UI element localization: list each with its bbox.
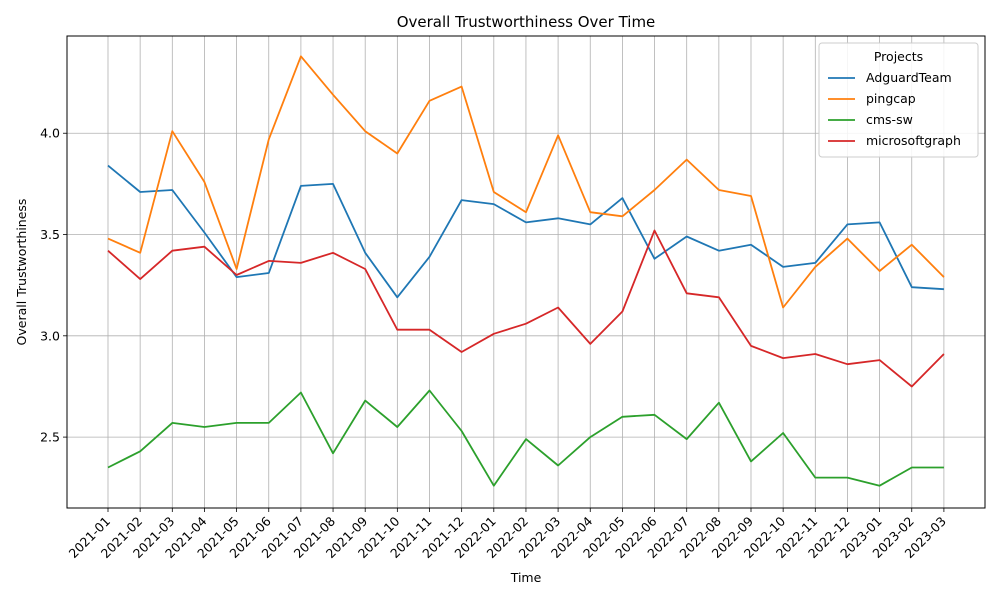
legend-label-pingcap: pingcap <box>866 91 916 106</box>
legend: Projects AdguardTeam pingcap cms-sw microsof… <box>818 42 979 158</box>
y-axis-label: Overall Trustworthiness <box>14 199 29 346</box>
legend-label-microsoftgraph: microsoftgraph <box>866 133 961 148</box>
legend-title: Projects <box>874 49 923 64</box>
y-tick-label: 3.0 <box>40 328 60 343</box>
series-line-cms-sw <box>107 389 944 487</box>
grid <box>67 36 985 508</box>
y-tick-label: 4.0 <box>40 126 60 141</box>
series-line-pingcap <box>107 55 945 309</box>
legend-label-AdguardTeam: AdguardTeam <box>866 70 952 85</box>
chart-title: Overall Trustworthiness Over Time <box>397 13 656 31</box>
legend-label-cms-sw: cms-sw <box>866 112 913 127</box>
series-lines <box>107 55 945 487</box>
y-tick-label: 2.5 <box>40 430 60 445</box>
x-axis-label: Time <box>510 570 542 585</box>
y-tick-label: 3.5 <box>40 227 60 242</box>
series-line-microsoftgraph <box>107 229 945 388</box>
series-line-AdguardTeam <box>107 164 944 299</box>
legend-box <box>818 42 979 158</box>
